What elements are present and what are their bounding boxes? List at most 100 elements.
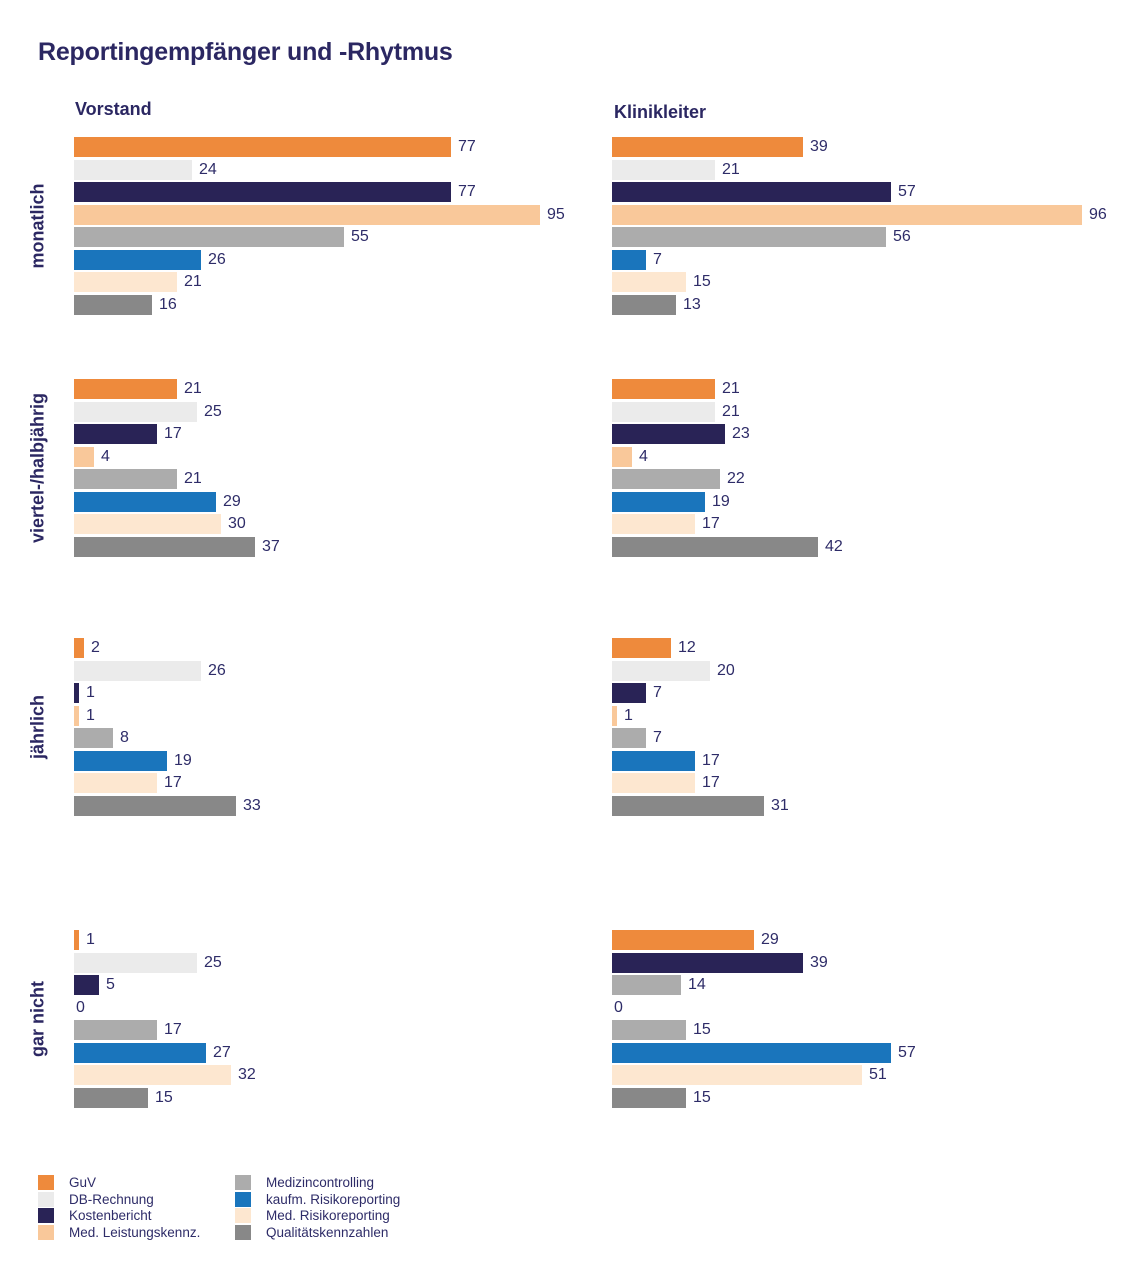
bar-qualit-tskennzahlen [74, 1087, 148, 1108]
bar-value: 17 [164, 1021, 182, 1038]
bar-medizincontrolling [74, 227, 344, 247]
bar-value: 77 [458, 183, 476, 200]
group-label-j-hrlich: jährlich [27, 694, 48, 760]
bar-row: 95 [74, 204, 599, 225]
bar-value: 21 [184, 470, 202, 487]
bar-guv [74, 638, 84, 658]
bar-med-risikoreporting [74, 272, 177, 292]
bar-kostenbericht [74, 424, 157, 444]
bar-value: 15 [693, 1021, 711, 1038]
legend-label: DB-Rechnung [69, 1191, 154, 1207]
column-header-vorstand: Vorstand [75, 99, 152, 119]
bar-kostenbericht [74, 182, 451, 202]
bar-row: 17 [612, 514, 1137, 534]
bar-kaufm-risikoreporting [612, 1042, 891, 1063]
legend-item-guv: GuV [38, 1175, 200, 1190]
bar-row: 57 [612, 1042, 1137, 1063]
bar-value: 55 [351, 228, 369, 245]
bar-row: 21 [612, 159, 1137, 180]
bar-row: 39 [612, 952, 1137, 973]
legend-swatch-kostenbericht [38, 1208, 54, 1223]
bar-row: 25 [74, 401, 599, 422]
bar-value: 29 [761, 931, 779, 948]
bar-row: 29 [612, 930, 1137, 950]
bar-guv [612, 379, 715, 399]
bar-row: 42 [612, 536, 1137, 557]
bar-row: 7 [612, 683, 1137, 703]
bar-medizincontrolling [612, 469, 720, 489]
bar-kostenbericht [612, 424, 725, 444]
legend-swatch-db-rechnung [38, 1191, 54, 1207]
bar-row: 21 [74, 469, 599, 489]
bar-value: 51 [869, 1066, 887, 1083]
bar-row: 17 [612, 750, 1137, 771]
bar-row: 7 [612, 249, 1137, 270]
bar-value: 17 [702, 751, 720, 769]
column-header-klinikleiter: Klinikleiter [614, 102, 707, 122]
bar-row: 21 [612, 379, 1137, 399]
bar-value: 13 [683, 295, 701, 313]
bar-medizincontrolling [612, 227, 886, 247]
bar-value: 27 [213, 1043, 231, 1061]
bar-row: 15 [612, 1087, 1137, 1108]
bar-guv [74, 379, 177, 399]
bar-row: 56 [612, 227, 1137, 247]
bar-med-leistungskennz [612, 446, 632, 467]
bar-med-leistungskennz [612, 705, 617, 726]
bar-value: 15 [155, 1088, 173, 1106]
bar-value: 4 [639, 447, 648, 465]
bar-row: 21 [612, 401, 1137, 422]
legend-item-med-risikoreporting: Med. Risikoreporting [235, 1208, 400, 1223]
bar-row: 1 [74, 705, 599, 726]
bar-row: 77 [74, 182, 599, 202]
bar-medizincontrolling [612, 975, 681, 995]
bar-row: 77 [74, 137, 599, 157]
bar-db-rechnung [612, 401, 715, 422]
bar-med-leistungskennz [612, 204, 1082, 225]
bar-value: 26 [208, 661, 226, 679]
bar-value: 2 [91, 639, 100, 656]
bar-value: 31 [771, 796, 789, 814]
bar-row: 4 [612, 446, 1137, 467]
bar-value: 33 [243, 796, 261, 814]
bars-klinikleiter-monatlich: 39 21 57 96 56 7 15 13 [612, 137, 1137, 317]
legend-swatch-kaufm-risikoreporting [235, 1191, 251, 1207]
bar-medizincontrolling [74, 1020, 157, 1040]
bar-value: 30 [228, 515, 246, 532]
legend-label: kaufm. Risikoreporting [266, 1191, 401, 1207]
bar-value: 1 [86, 684, 95, 701]
bar-med-leistungskennz [74, 204, 540, 225]
bar-kostenbericht [74, 683, 79, 703]
bar-med-risikoreporting [612, 773, 695, 793]
bars-vorstand-gar-nicht: 1 25 5 0 17 27 32 15 [74, 930, 599, 1110]
legend-swatch-guv [38, 1175, 54, 1190]
bars-klinikleiter-gar-nicht: 29 39 14 0 15 57 51 15 [612, 930, 1137, 1110]
bar-kostenbericht [612, 683, 646, 703]
bar-med-leistungskennz [74, 705, 79, 726]
bar-value: 15 [693, 273, 711, 290]
bar-row: 2 [74, 638, 599, 658]
bar-db-rechnung [612, 159, 715, 180]
bar-value: 77 [458, 138, 476, 155]
bar-guv [612, 137, 803, 157]
bar-db-rechnung [74, 952, 197, 973]
bar-value: 7 [653, 729, 662, 746]
bar-row: 33 [74, 795, 599, 816]
bar-row: 1 [612, 705, 1137, 726]
bar-row: 14 [612, 975, 1137, 995]
legend-item-med-leistungskennz: Med. Leistungskennz. [38, 1224, 200, 1240]
bar-row: 17 [74, 424, 599, 444]
bar-row: 29 [74, 491, 599, 512]
bar-guv [74, 930, 79, 950]
bar-value: 56 [893, 228, 911, 245]
group-label-viertel-halbj-hrig: viertel-/halbjährig [27, 392, 48, 544]
bar-row: 13 [612, 294, 1137, 315]
bar-value: 1 [624, 706, 633, 724]
bar-value: 1 [86, 931, 95, 948]
bar-med-risikoreporting [612, 272, 686, 292]
bar-value: 26 [208, 250, 226, 268]
bar-kostenbericht [612, 952, 803, 973]
bar-kaufm-risikoreporting [74, 249, 201, 270]
bar-row: 15 [74, 1087, 599, 1108]
